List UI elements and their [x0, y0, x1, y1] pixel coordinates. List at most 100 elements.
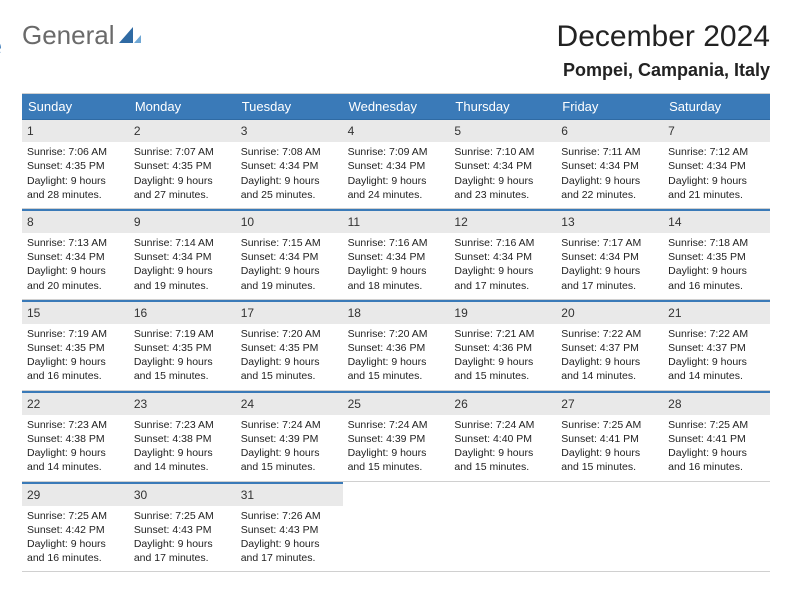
sunrise-line: Sunrise: 7:20 AM: [241, 327, 338, 341]
sunset-line: Sunset: 4:36 PM: [454, 341, 551, 355]
calendar-cell: 16Sunrise: 7:19 AMSunset: 4:35 PMDayligh…: [129, 300, 236, 391]
calendar-cell: 27Sunrise: 7:25 AMSunset: 4:41 PMDayligh…: [556, 391, 663, 482]
day-details: Sunrise: 7:20 AMSunset: 4:36 PMDaylight:…: [343, 324, 450, 390]
day-number: 2: [129, 120, 236, 142]
sunrise-line: Sunrise: 7:12 AM: [668, 145, 765, 159]
calendar-cell-empty: [449, 482, 556, 573]
calendar-cell: 1Sunrise: 7:06 AMSunset: 4:35 PMDaylight…: [22, 120, 129, 209]
calendar-cell: 7Sunrise: 7:12 AMSunset: 4:34 PMDaylight…: [663, 120, 770, 209]
day-details: Sunrise: 7:26 AMSunset: 4:43 PMDaylight:…: [236, 506, 343, 572]
sunset-line: Sunset: 4:35 PM: [27, 341, 124, 355]
daylight-line-2: and 17 minutes.: [241, 551, 338, 565]
day-number: 15: [22, 300, 129, 324]
day-details: Sunrise: 7:11 AMSunset: 4:34 PMDaylight:…: [556, 142, 663, 208]
calendar-cell: 13Sunrise: 7:17 AMSunset: 4:34 PMDayligh…: [556, 209, 663, 300]
sunrise-line: Sunrise: 7:10 AM: [454, 145, 551, 159]
day-details: Sunrise: 7:23 AMSunset: 4:38 PMDaylight:…: [129, 415, 236, 481]
sunset-line: Sunset: 4:35 PM: [668, 250, 765, 264]
day-number: 20: [556, 300, 663, 324]
calendar-cell: 4Sunrise: 7:09 AMSunset: 4:34 PMDaylight…: [343, 120, 450, 209]
daylight-line-1: Daylight: 9 hours: [134, 537, 231, 551]
day-details: Sunrise: 7:08 AMSunset: 4:34 PMDaylight:…: [236, 142, 343, 208]
day-details: Sunrise: 7:21 AMSunset: 4:36 PMDaylight:…: [449, 324, 556, 390]
sunset-line: Sunset: 4:42 PM: [27, 523, 124, 537]
daylight-line-2: and 14 minutes.: [27, 460, 124, 474]
sunrise-line: Sunrise: 7:24 AM: [454, 418, 551, 432]
day-number: 9: [129, 209, 236, 233]
day-number: 29: [22, 482, 129, 506]
daylight-line-2: and 15 minutes.: [348, 369, 445, 383]
calendar-cell-empty: [556, 482, 663, 573]
day-details: Sunrise: 7:24 AMSunset: 4:40 PMDaylight:…: [449, 415, 556, 481]
day-details: Sunrise: 7:25 AMSunset: 4:43 PMDaylight:…: [129, 506, 236, 572]
daylight-line-1: Daylight: 9 hours: [668, 174, 765, 188]
sunset-line: Sunset: 4:34 PM: [348, 250, 445, 264]
calendar-cell: 23Sunrise: 7:23 AMSunset: 4:38 PMDayligh…: [129, 391, 236, 482]
day-number: 27: [556, 391, 663, 415]
sunset-line: Sunset: 4:34 PM: [241, 250, 338, 264]
daylight-line-2: and 22 minutes.: [561, 188, 658, 202]
day-number: 12: [449, 209, 556, 233]
sunrise-line: Sunrise: 7:16 AM: [454, 236, 551, 250]
sunrise-line: Sunrise: 7:22 AM: [668, 327, 765, 341]
day-header: Friday: [556, 94, 663, 120]
header: General Blue December 2024 Pompei, Campa…: [22, 20, 770, 81]
daylight-line-1: Daylight: 9 hours: [241, 174, 338, 188]
day-number: 31: [236, 482, 343, 506]
daylight-line-1: Daylight: 9 hours: [454, 355, 551, 369]
day-number: 13: [556, 209, 663, 233]
daylight-line-2: and 19 minutes.: [134, 279, 231, 293]
calendar-cell: 6Sunrise: 7:11 AMSunset: 4:34 PMDaylight…: [556, 120, 663, 209]
daylight-line-1: Daylight: 9 hours: [27, 537, 124, 551]
daylight-line-2: and 16 minutes.: [27, 369, 124, 383]
calendar-cell: 8Sunrise: 7:13 AMSunset: 4:34 PMDaylight…: [22, 209, 129, 300]
day-details: Sunrise: 7:22 AMSunset: 4:37 PMDaylight:…: [556, 324, 663, 390]
daylight-line-1: Daylight: 9 hours: [668, 264, 765, 278]
daylight-line-2: and 25 minutes.: [241, 188, 338, 202]
day-header: Sunday: [22, 94, 129, 120]
calendar-cell: 21Sunrise: 7:22 AMSunset: 4:37 PMDayligh…: [663, 300, 770, 391]
day-details: Sunrise: 7:24 AMSunset: 4:39 PMDaylight:…: [343, 415, 450, 481]
day-header: Thursday: [449, 94, 556, 120]
day-details: Sunrise: 7:15 AMSunset: 4:34 PMDaylight:…: [236, 233, 343, 299]
day-number: 1: [22, 120, 129, 142]
daylight-line-2: and 19 minutes.: [241, 279, 338, 293]
day-number: 3: [236, 120, 343, 142]
sunset-line: Sunset: 4:37 PM: [561, 341, 658, 355]
sunset-line: Sunset: 4:34 PM: [668, 159, 765, 173]
sunrise-line: Sunrise: 7:25 AM: [27, 509, 124, 523]
calendar-cell-empty: [343, 482, 450, 573]
day-number: 30: [129, 482, 236, 506]
daylight-line-1: Daylight: 9 hours: [561, 264, 658, 278]
day-details: Sunrise: 7:23 AMSunset: 4:38 PMDaylight:…: [22, 415, 129, 481]
sunset-line: Sunset: 4:34 PM: [241, 159, 338, 173]
day-details: Sunrise: 7:25 AMSunset: 4:42 PMDaylight:…: [22, 506, 129, 572]
brand-logo: General Blue: [22, 20, 145, 51]
sunrise-line: Sunrise: 7:20 AM: [348, 327, 445, 341]
calendar-cell: 5Sunrise: 7:10 AMSunset: 4:34 PMDaylight…: [449, 120, 556, 209]
daylight-line-1: Daylight: 9 hours: [241, 355, 338, 369]
daylight-line-1: Daylight: 9 hours: [668, 446, 765, 460]
sunrise-line: Sunrise: 7:14 AM: [134, 236, 231, 250]
daylight-line-1: Daylight: 9 hours: [561, 174, 658, 188]
calendar-cell: 14Sunrise: 7:18 AMSunset: 4:35 PMDayligh…: [663, 209, 770, 300]
title-block: December 2024 Pompei, Campania, Italy: [557, 20, 770, 81]
day-details: Sunrise: 7:06 AMSunset: 4:35 PMDaylight:…: [22, 142, 129, 208]
sunrise-line: Sunrise: 7:19 AM: [27, 327, 124, 341]
calendar-cell: 29Sunrise: 7:25 AMSunset: 4:42 PMDayligh…: [22, 482, 129, 573]
sunrise-line: Sunrise: 7:18 AM: [668, 236, 765, 250]
day-number: 19: [449, 300, 556, 324]
calendar-cell: 25Sunrise: 7:24 AMSunset: 4:39 PMDayligh…: [343, 391, 450, 482]
day-number: 25: [343, 391, 450, 415]
daylight-line-2: and 17 minutes.: [454, 279, 551, 293]
sunset-line: Sunset: 4:40 PM: [454, 432, 551, 446]
page-title: December 2024: [557, 20, 770, 54]
sunset-line: Sunset: 4:35 PM: [241, 341, 338, 355]
day-details: Sunrise: 7:12 AMSunset: 4:34 PMDaylight:…: [663, 142, 770, 208]
daylight-line-2: and 15 minutes.: [241, 369, 338, 383]
sunrise-line: Sunrise: 7:17 AM: [561, 236, 658, 250]
calendar-cell: 20Sunrise: 7:22 AMSunset: 4:37 PMDayligh…: [556, 300, 663, 391]
day-details: Sunrise: 7:24 AMSunset: 4:39 PMDaylight:…: [236, 415, 343, 481]
day-details: Sunrise: 7:16 AMSunset: 4:34 PMDaylight:…: [449, 233, 556, 299]
sunset-line: Sunset: 4:34 PM: [27, 250, 124, 264]
